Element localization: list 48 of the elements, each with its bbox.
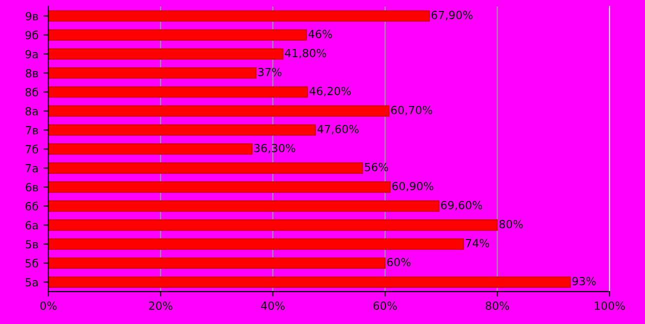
bar — [48, 143, 252, 155]
data-label: 69,60% — [441, 200, 482, 210]
data-label: 80% — [499, 220, 523, 228]
data-label: 60,70% — [391, 106, 432, 116]
x-tick-label: 0% — [40, 302, 57, 310]
y-tick-label: 8в — [26, 68, 38, 78]
bar — [48, 86, 308, 98]
bar — [48, 276, 571, 288]
data-label: 93% — [572, 276, 596, 286]
data-label: 60% — [387, 258, 411, 266]
bar — [48, 29, 307, 41]
bar — [48, 162, 364, 174]
y-tick-label: 9б — [25, 30, 38, 40]
bar — [48, 219, 498, 231]
data-label: 67,90% — [432, 10, 473, 20]
x-tick-label: 60% — [373, 302, 397, 310]
bar — [48, 124, 316, 136]
data-label: 41,80% — [284, 48, 326, 58]
data-label: 46% — [308, 30, 332, 38]
y-tick-label: 8а — [26, 107, 38, 116]
y-tick-label: 9в — [26, 12, 38, 20]
y-tick-label: 7в — [26, 126, 38, 134]
bar — [48, 200, 440, 212]
bar — [48, 238, 464, 250]
y-tick-label: 6а — [26, 221, 38, 230]
y-tick-label: 5а — [26, 278, 38, 286]
data-label: 46,20% — [310, 86, 351, 96]
bar — [48, 48, 284, 60]
data-label: 60,90% — [392, 182, 434, 192]
y-tick-label: 7б — [26, 144, 38, 154]
y-tick-label: 6в — [26, 183, 38, 192]
x-tick-label: 100% — [594, 302, 625, 310]
y-tick-label: 7а — [26, 164, 38, 172]
bar — [48, 105, 390, 117]
y-tick-label: 5б — [26, 258, 38, 268]
bar — [48, 67, 256, 79]
x-tick-label: 40% — [261, 302, 285, 310]
data-label: 74% — [466, 238, 490, 248]
y-tick-label: 6б — [26, 202, 38, 210]
x-tick-label: 20% — [149, 302, 172, 310]
y-tick-label: 9а — [25, 50, 38, 58]
y-tick-label: 8б — [25, 88, 38, 96]
y-tick-label: 5в — [26, 240, 38, 248]
bar — [48, 257, 386, 269]
x-tick-label: 80% — [486, 302, 510, 310]
bar — [48, 181, 391, 193]
bar — [48, 10, 430, 22]
data-label: 47,60% — [317, 124, 359, 134]
